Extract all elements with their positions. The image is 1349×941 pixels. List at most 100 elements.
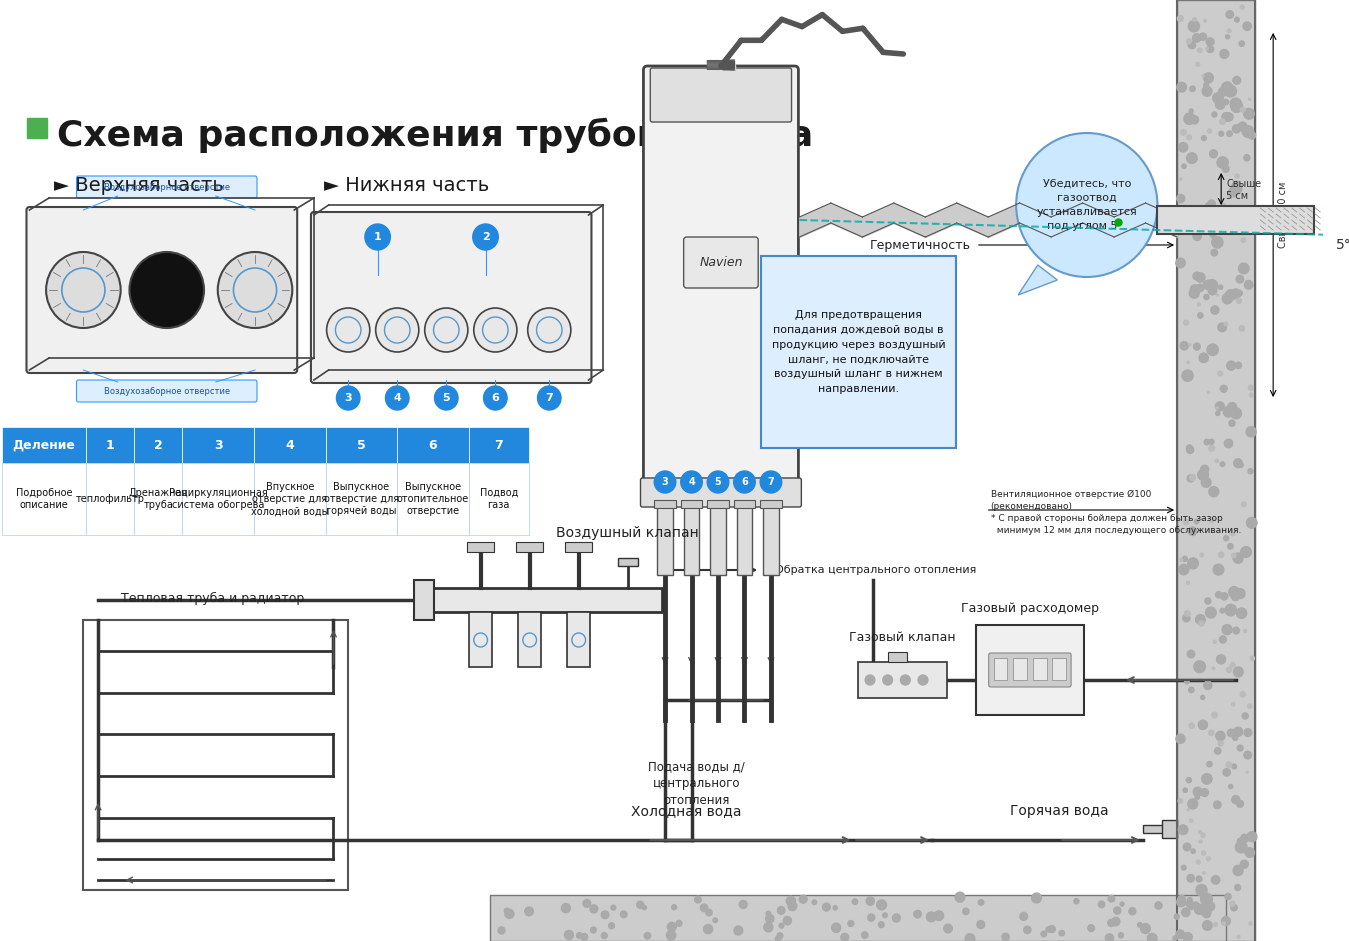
Circle shape <box>1211 306 1219 314</box>
Circle shape <box>1222 625 1232 634</box>
Text: Рециркуляционная
система обогрева: Рециркуляционная система обогрева <box>169 487 267 510</box>
Circle shape <box>1194 343 1201 350</box>
Circle shape <box>1129 908 1136 915</box>
Circle shape <box>1193 34 1201 42</box>
Circle shape <box>1191 116 1198 124</box>
Circle shape <box>1232 703 1234 706</box>
Circle shape <box>1180 129 1186 136</box>
Circle shape <box>1211 249 1218 256</box>
Circle shape <box>1045 927 1051 932</box>
Circle shape <box>1199 840 1202 843</box>
Circle shape <box>1179 565 1188 575</box>
Circle shape <box>1098 901 1105 908</box>
Circle shape <box>1226 290 1236 300</box>
Circle shape <box>1225 322 1228 326</box>
Circle shape <box>505 909 514 918</box>
Circle shape <box>1244 280 1253 289</box>
Circle shape <box>1194 904 1205 915</box>
Circle shape <box>1241 547 1252 557</box>
Circle shape <box>1209 286 1217 295</box>
Circle shape <box>1236 174 1240 178</box>
Circle shape <box>1228 544 1233 550</box>
Circle shape <box>1215 100 1225 109</box>
Circle shape <box>1218 88 1228 96</box>
Circle shape <box>1238 463 1244 468</box>
Bar <box>182 427 254 463</box>
Circle shape <box>1187 898 1193 902</box>
Text: Обратка центрального отопления: Обратка центрального отопления <box>774 565 977 575</box>
Circle shape <box>1201 227 1203 231</box>
Text: Свыше 30 см: Свыше 30 см <box>1278 182 1288 248</box>
Circle shape <box>853 899 858 904</box>
Bar <box>414 580 433 620</box>
Circle shape <box>1206 902 1214 911</box>
Circle shape <box>1206 38 1214 46</box>
Bar <box>1013 658 1027 680</box>
Circle shape <box>1182 908 1190 917</box>
Circle shape <box>977 920 985 929</box>
Circle shape <box>645 933 650 939</box>
Circle shape <box>1248 469 1253 473</box>
Circle shape <box>1182 866 1186 870</box>
Bar <box>491 895 1226 941</box>
Circle shape <box>1230 407 1241 419</box>
Circle shape <box>1182 556 1187 562</box>
Circle shape <box>434 386 459 410</box>
Circle shape <box>1186 901 1194 907</box>
Circle shape <box>1221 462 1225 467</box>
Circle shape <box>1222 166 1229 172</box>
Circle shape <box>1230 101 1242 112</box>
Circle shape <box>1237 608 1246 618</box>
Circle shape <box>1221 593 1228 600</box>
Text: 6: 6 <box>491 393 499 403</box>
Circle shape <box>1222 922 1225 925</box>
Bar <box>975 625 1083 715</box>
Circle shape <box>1233 553 1244 564</box>
Circle shape <box>1219 50 1229 58</box>
FancyBboxPatch shape <box>650 68 792 122</box>
Circle shape <box>1155 901 1161 909</box>
Circle shape <box>1248 132 1256 139</box>
Circle shape <box>1190 285 1199 294</box>
Circle shape <box>1214 747 1221 754</box>
Circle shape <box>1198 831 1201 834</box>
Circle shape <box>1183 614 1190 622</box>
Circle shape <box>700 904 708 912</box>
Circle shape <box>764 922 773 932</box>
Circle shape <box>1226 10 1233 18</box>
Circle shape <box>608 923 615 929</box>
Text: Герметичность: Герметичность <box>870 238 971 251</box>
Circle shape <box>1241 238 1245 243</box>
Circle shape <box>1188 21 1199 32</box>
Circle shape <box>1188 41 1195 49</box>
Circle shape <box>364 224 390 250</box>
Circle shape <box>1215 592 1222 598</box>
Text: 2: 2 <box>154 439 163 452</box>
Circle shape <box>1241 107 1245 112</box>
Text: 3: 3 <box>344 393 352 403</box>
Circle shape <box>1219 636 1226 643</box>
Circle shape <box>1108 895 1114 902</box>
Text: теплофильтр: теплофильтр <box>76 494 144 504</box>
Circle shape <box>561 903 571 913</box>
Bar <box>518 612 541 667</box>
Text: ► Верхняя часть: ► Верхняя часть <box>54 176 224 195</box>
Circle shape <box>1205 280 1213 288</box>
Circle shape <box>831 923 840 933</box>
Circle shape <box>1187 558 1198 569</box>
Circle shape <box>707 471 728 493</box>
Circle shape <box>1218 285 1222 289</box>
Circle shape <box>1230 98 1241 109</box>
Circle shape <box>1193 18 1197 22</box>
Circle shape <box>1238 122 1246 131</box>
Circle shape <box>1244 108 1255 120</box>
Circle shape <box>1244 728 1252 737</box>
Circle shape <box>1108 919 1114 927</box>
Circle shape <box>1197 876 1202 882</box>
Circle shape <box>1188 109 1193 113</box>
Circle shape <box>965 933 975 941</box>
Circle shape <box>1232 592 1240 600</box>
Circle shape <box>1219 131 1224 136</box>
Text: Свыше
5 см: Свыше 5 см <box>1226 179 1261 200</box>
Circle shape <box>1206 202 1214 211</box>
